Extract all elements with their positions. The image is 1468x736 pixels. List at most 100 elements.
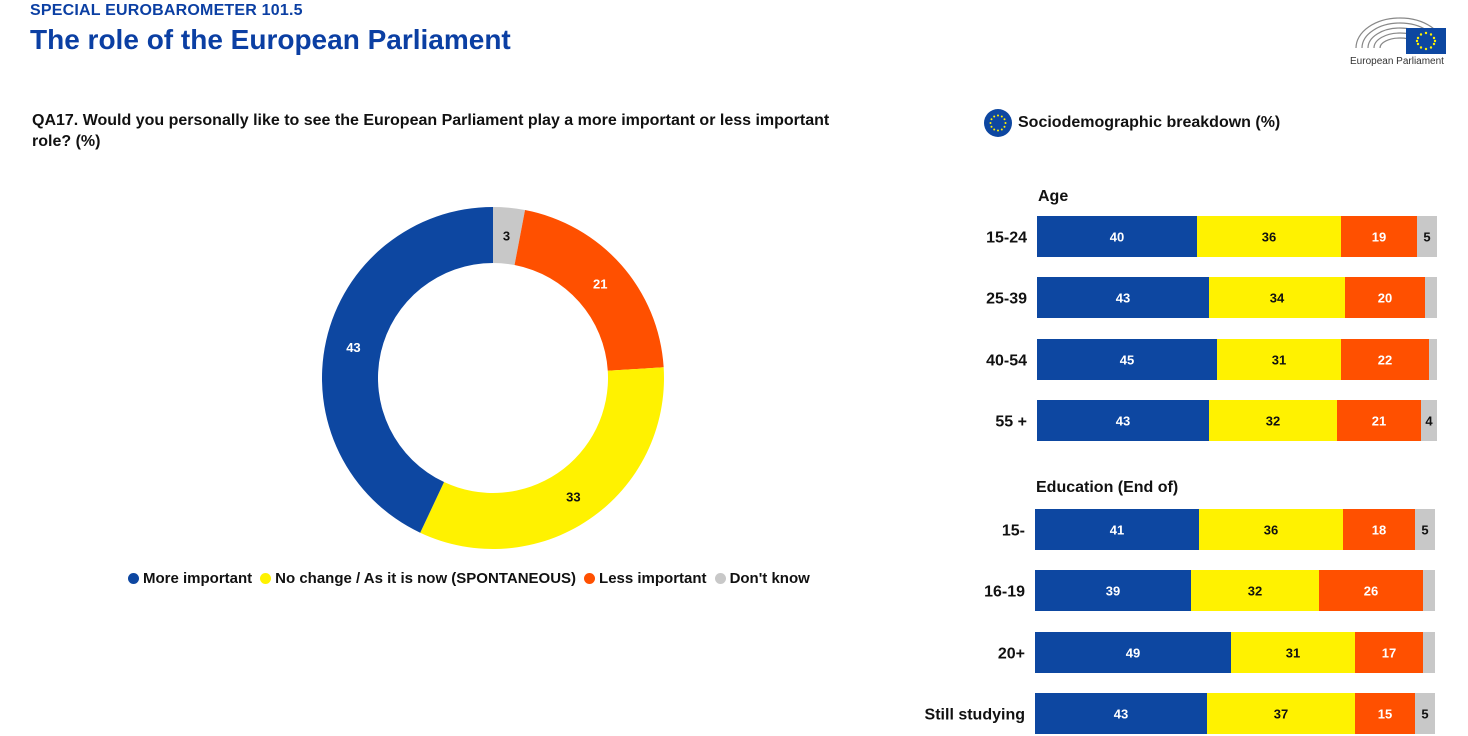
- question-text: QA17. Would you personally like to see t…: [32, 112, 830, 150]
- bar-segment-no-change: [1217, 339, 1341, 380]
- bar-category-label: Still studying: [925, 707, 1025, 724]
- group-title-education: Education (End of): [1036, 479, 1179, 496]
- bar-segment-dont-know: [1429, 339, 1437, 380]
- bar-value-label: 15: [1378, 707, 1392, 722]
- bar-segment-no-change: [1209, 400, 1337, 441]
- donut-label-less-important: 21: [593, 276, 607, 291]
- page-title: The role of the European Parliament: [30, 24, 511, 55]
- bar-value-label: 39: [1106, 584, 1120, 599]
- bar-value-label: 40: [1110, 230, 1124, 245]
- bar-value-label: 4: [1425, 414, 1433, 429]
- bar-value-label: 32: [1248, 584, 1262, 599]
- bar-segment-less-important: [1345, 277, 1425, 318]
- bar-category-label: 25-39: [986, 291, 1027, 308]
- bar-segment-less-important: [1337, 400, 1421, 441]
- legend-item-no-change: No change / As it is now (SPONTANEOUS): [260, 570, 576, 587]
- bar-category-label: 40-54: [986, 353, 1027, 370]
- donut-label-dont-know: 3: [503, 229, 510, 244]
- bar-value-label: 31: [1272, 353, 1286, 368]
- chart-legend: More important No change / As it is now …: [128, 570, 810, 587]
- bar-value-label: 17: [1382, 646, 1396, 661]
- supertitle: SPECIAL EUROBAROMETER 101.5: [30, 2, 303, 19]
- bar-category-label: 55 +: [995, 414, 1027, 431]
- legend-label: Less important: [599, 570, 707, 587]
- bar-value-label: 21: [1372, 414, 1386, 429]
- bar-segment-no-change: [1191, 570, 1319, 611]
- bar-value-label: 5: [1421, 523, 1428, 538]
- bar-value-label: 31: [1286, 646, 1300, 661]
- donut-label-no-change: 33: [566, 489, 580, 504]
- bar-value-label: 20: [1378, 291, 1392, 306]
- bar-segment-more-important: [1037, 277, 1209, 318]
- bar-segment-more-important: [1035, 632, 1231, 673]
- bar-segment-more-important: [1037, 339, 1217, 380]
- bar-segment-dont-know: [1417, 216, 1437, 257]
- eu-flag-icon: [984, 109, 1012, 137]
- bar-value-label: 32: [1266, 414, 1280, 429]
- bar-segment-less-important: [1343, 509, 1415, 550]
- bar-segment-dont-know: [1423, 570, 1435, 611]
- bar-segment-less-important: [1341, 216, 1417, 257]
- bar-segment-less-important: [1355, 693, 1415, 734]
- logo-caption: European Parliament: [1350, 56, 1444, 67]
- bar-segment-more-important: [1037, 216, 1197, 257]
- bar-category-label: 16-19: [984, 584, 1025, 601]
- bar-value-label: 36: [1264, 523, 1278, 538]
- bar-category-label: 15-24: [986, 230, 1027, 247]
- bar-value-label: 36: [1262, 230, 1276, 245]
- bar-segment-dont-know: [1425, 277, 1437, 318]
- bar-value-label: 37: [1274, 707, 1288, 722]
- donut-label-more-important: 43: [346, 340, 360, 355]
- bar-segment-dont-know: [1423, 632, 1435, 673]
- legend-swatch: [584, 573, 596, 584]
- bar-category-label: 20+: [998, 646, 1025, 663]
- donut-chart: 3 21 33 43: [322, 207, 664, 549]
- european-parliament-logo: [1355, 17, 1446, 54]
- group-title-age: Age: [1038, 188, 1069, 205]
- bar-value-label: 22: [1378, 353, 1392, 368]
- legend-swatch: [128, 573, 139, 584]
- bar-segment-dont-know: [1421, 400, 1437, 441]
- donut-slice-less-important: [514, 210, 664, 371]
- legend-item-more-important: More important: [128, 570, 252, 587]
- bar-segment-dont-know: [1415, 509, 1435, 550]
- legend-swatch: [714, 573, 726, 584]
- legend-label: Don't know: [729, 570, 810, 587]
- bar-segment-less-important: [1341, 339, 1429, 380]
- bar-segment-no-change: [1231, 632, 1355, 673]
- legend-swatch: [260, 573, 272, 584]
- donut-slice-more-important: [322, 207, 493, 533]
- bar-value-label: 19: [1372, 230, 1386, 245]
- bar-segment-no-change: [1197, 216, 1341, 257]
- bar-segment-more-important: [1035, 570, 1191, 611]
- bar-segment-no-change: [1207, 693, 1355, 734]
- bar-segment-less-important: [1355, 632, 1423, 673]
- breakdown-title: Sociodemographic breakdown (%): [1018, 114, 1281, 131]
- bar-value-label: 5: [1421, 707, 1428, 722]
- bar-value-label: 43: [1116, 414, 1130, 429]
- bar-value-label: 5: [1423, 230, 1430, 245]
- legend-item-dont-know: Don't know: [714, 570, 810, 587]
- bar-value-label: 43: [1116, 291, 1130, 306]
- bar-value-label: 41: [1110, 523, 1124, 538]
- legend-label: No change / As it is now (SPONTANEOUS): [275, 570, 577, 587]
- bar-value-label: 26: [1364, 584, 1378, 599]
- bar-segment-no-change: [1199, 509, 1343, 550]
- legend-label: More important: [143, 570, 253, 587]
- bar-segment-more-important: [1035, 509, 1199, 550]
- breakdown-heading: Sociodemographic breakdown (%): [984, 108, 1280, 138]
- bar-value-label: 34: [1270, 291, 1285, 306]
- bar-value-label: 43: [1114, 707, 1128, 722]
- bar-segment-more-important: [1035, 693, 1207, 734]
- donut-slice-dont-know: [493, 207, 526, 266]
- bar-segment-less-important: [1319, 570, 1423, 611]
- bar-segment-dont-know: [1415, 693, 1435, 734]
- donut-slice-no-change: [420, 367, 664, 549]
- bar-category-label: 15-: [1002, 523, 1025, 540]
- bar-value-label: 45: [1120, 353, 1134, 368]
- bar-segment-more-important: [1037, 400, 1209, 441]
- bar-segment-no-change: [1209, 277, 1345, 318]
- legend-item-less-important: Less important: [584, 570, 707, 587]
- bar-value-label: 18: [1372, 523, 1386, 538]
